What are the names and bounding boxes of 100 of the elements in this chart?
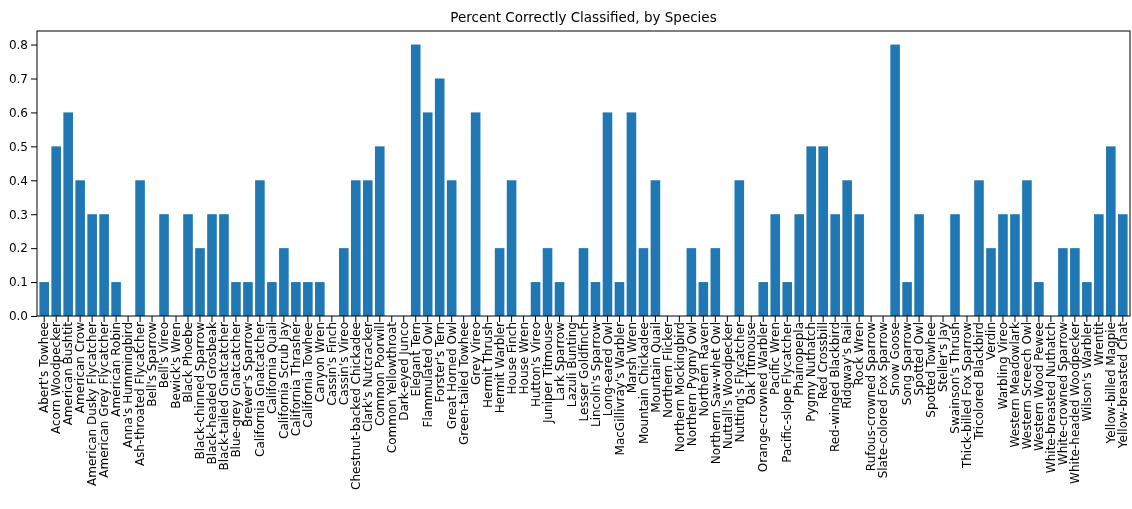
x-tick-label: Mountain Chickadee <box>636 322 651 445</box>
bar <box>1118 214 1128 316</box>
x-tick-label: House Finch <box>504 322 519 395</box>
x-tick-label: Ridgway's Rail <box>840 322 855 409</box>
bar <box>698 282 709 316</box>
bar <box>974 180 984 316</box>
bar <box>1070 248 1080 316</box>
bar <box>686 248 697 316</box>
bar <box>842 180 852 316</box>
bar <box>806 146 816 316</box>
bar <box>63 112 73 316</box>
x-tick-label: Juniper Titmouse <box>540 322 555 425</box>
x-tick-label: Great Horned Owl <box>444 322 459 430</box>
bar <box>374 146 385 316</box>
bar <box>506 180 517 316</box>
bar <box>830 214 840 316</box>
x-tick-label: Forster's Tern <box>432 322 447 403</box>
bar <box>111 282 121 316</box>
bar <box>159 214 169 316</box>
bar <box>734 180 745 316</box>
bar <box>710 248 721 316</box>
x-tick-label: Yellow-breasted Chat <box>1116 321 1131 450</box>
x-tick-label: Common Poorwill <box>372 322 387 427</box>
bar <box>758 282 769 316</box>
bar <box>351 180 361 316</box>
bar <box>1010 214 1020 316</box>
bar <box>542 248 553 316</box>
x-tick-label: Northern Saw-whet Owl <box>708 322 723 465</box>
y-tick-label: 0.8 <box>8 37 28 52</box>
bar <box>207 214 217 316</box>
y-tick-label: 0.1 <box>8 275 28 290</box>
bar <box>626 112 637 316</box>
bar <box>1034 282 1044 316</box>
y-tick-label: 0.5 <box>8 139 28 154</box>
bar <box>470 112 481 316</box>
bar <box>410 44 421 316</box>
bar <box>434 78 445 316</box>
x-tick-label: Hermit Warbler <box>492 321 507 414</box>
y-tick-label: 0.2 <box>8 241 28 256</box>
bar <box>554 282 565 316</box>
x-tick-label: Northern Mockingbird <box>672 322 687 453</box>
bar <box>255 180 265 316</box>
chart-title: Percent Correctly Classified, by Species <box>450 9 717 25</box>
x-tick-label: California Towhee <box>301 322 316 428</box>
x-tick-label: Lincoln's Sparrow <box>588 321 603 428</box>
bar <box>75 180 85 316</box>
bar <box>1022 180 1032 316</box>
bar <box>494 248 505 316</box>
x-tick-label: Dark-eyed Junco <box>396 322 411 421</box>
x-tick-label: Mountain Quail <box>648 322 663 413</box>
x-tick-label: Chestnut-backed Chickadee <box>348 322 363 490</box>
x-tick-label: Black Phoebe <box>181 322 196 403</box>
bar <box>422 112 433 316</box>
bar <box>986 248 996 316</box>
bar <box>279 248 289 316</box>
bar <box>590 282 601 316</box>
x-tick-label: Clark's Nutcracker <box>360 321 375 432</box>
x-tick-label: Green-tailed Towhee <box>456 322 471 446</box>
bar <box>303 282 313 316</box>
x-tick-label: Phainopepla <box>792 322 807 396</box>
bar <box>339 248 349 316</box>
x-tick-label: Northern Flicker <box>660 321 675 419</box>
bar <box>99 214 109 316</box>
y-tick-label: 0.7 <box>8 71 28 86</box>
bar <box>135 180 145 316</box>
bar <box>267 282 277 316</box>
bar <box>530 282 541 316</box>
bar <box>950 214 960 316</box>
bar <box>315 282 325 316</box>
bar <box>914 214 924 316</box>
bar <box>998 214 1008 316</box>
y-tick-label: 0.6 <box>8 105 28 120</box>
x-tick-label: House Wren <box>516 322 531 395</box>
bar <box>782 282 793 316</box>
bar <box>1094 214 1104 316</box>
bar <box>794 214 805 316</box>
x-tick-label: Common Yellowthroat <box>384 321 399 454</box>
bar <box>1082 282 1092 316</box>
bar <box>195 248 205 316</box>
bar <box>291 282 301 316</box>
bar <box>770 214 781 316</box>
bar <box>51 146 61 316</box>
bar <box>219 214 229 316</box>
x-tick-label: Nuttall's Woodpecker <box>720 321 735 450</box>
bar <box>446 180 457 316</box>
bar <box>1058 248 1068 316</box>
bar <box>231 282 241 316</box>
bar <box>602 112 613 316</box>
bar <box>243 282 253 316</box>
x-tick-label: Blue-grey Gnatcatcher <box>229 321 244 458</box>
y-tick-label: 0.3 <box>8 207 28 222</box>
bar <box>183 214 193 316</box>
bar <box>362 180 373 316</box>
bar <box>902 282 912 316</box>
bar <box>638 248 649 316</box>
bar <box>818 146 828 316</box>
bar <box>578 248 589 316</box>
x-tick-label: Hutton's Vireo <box>528 322 543 408</box>
bar <box>650 180 661 316</box>
bar <box>614 282 625 316</box>
